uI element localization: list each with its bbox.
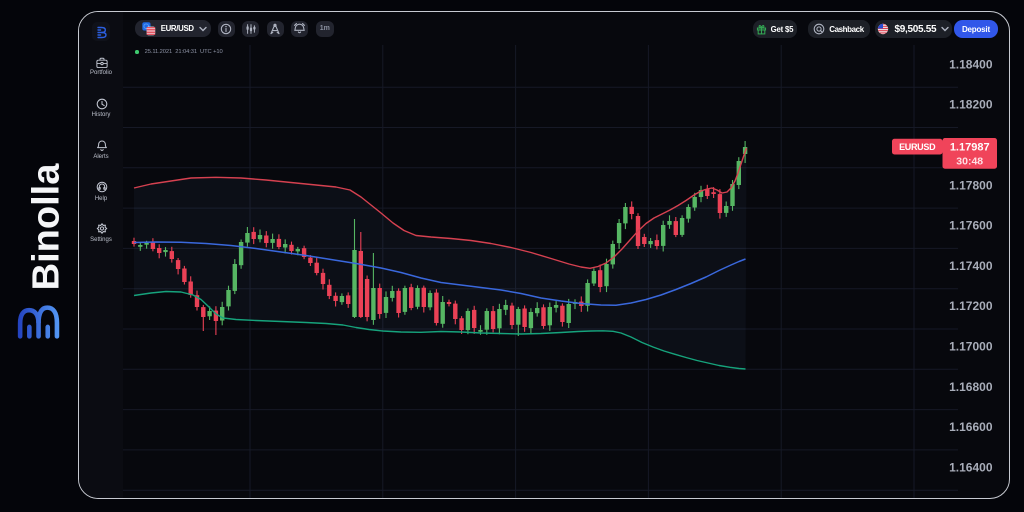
svg-text:1.16800: 1.16800	[949, 380, 993, 394]
svg-text:EURUSD: EURUSD	[899, 142, 936, 152]
svg-text:1.18200: 1.18200	[949, 98, 993, 112]
svg-text:1.17987: 1.17987	[950, 142, 990, 154]
svg-text:1.17200: 1.17200	[949, 299, 993, 313]
svg-text:1.17600: 1.17600	[949, 219, 993, 233]
svg-text:1.17000: 1.17000	[949, 340, 993, 354]
svg-text:1.18400: 1.18400	[949, 57, 993, 71]
svg-text:1.17800: 1.17800	[949, 178, 993, 192]
svg-text:1.17400: 1.17400	[949, 259, 993, 273]
svg-text:30:48: 30:48	[956, 155, 983, 167]
svg-text:1.16400: 1.16400	[949, 460, 993, 474]
svg-text:1.16600: 1.16600	[949, 420, 993, 434]
